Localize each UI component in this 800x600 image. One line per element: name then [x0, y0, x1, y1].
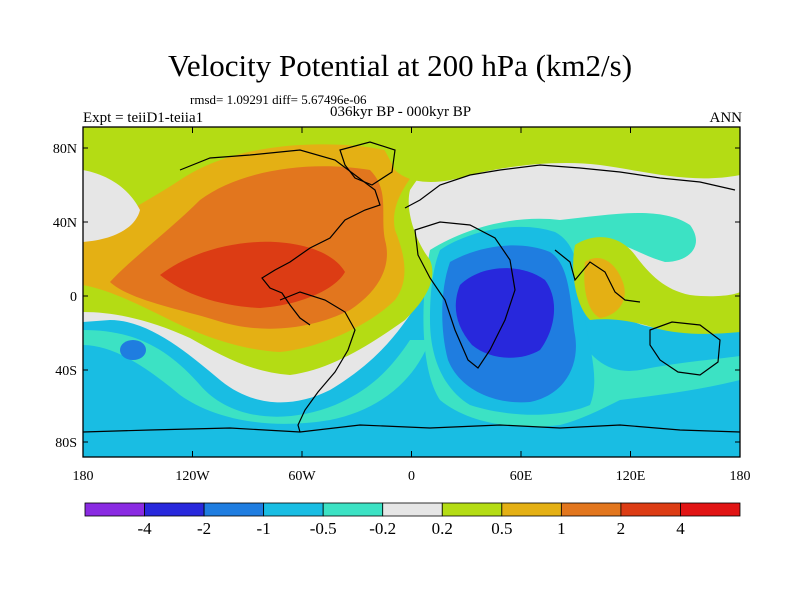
- coast-india-seasia: [554, 249, 641, 303]
- lon-tick-label: 120W: [175, 469, 210, 484]
- coast-africa: [414, 221, 516, 369]
- colorbar-swatch: [382, 502, 443, 517]
- colorbar: -4 -2 -1 -0.5 -0.2 0.2 0.5 1 2 4: [84, 502, 741, 538]
- field-neg-mid-spot: [120, 340, 146, 360]
- colorbar-swatch: [203, 502, 265, 517]
- field-weak-neg-band: [83, 330, 430, 424]
- lon-tick-label: 120E: [616, 469, 646, 484]
- coast-south-america: [279, 291, 356, 433]
- colorbar-label: -1: [257, 519, 271, 538]
- lat-tick-label: 0: [70, 290, 77, 305]
- field-pos-light-east: [584, 258, 625, 318]
- period-label: 036kyr BP - 000kyr BP: [330, 104, 472, 120]
- lat-tick-label: 80S: [55, 436, 77, 451]
- field-neutral-north: [467, 165, 740, 235]
- lon-tick-label: 180: [73, 469, 94, 484]
- latitude-axis: 80N 40N 0 40S 80S: [53, 142, 740, 451]
- coast-greenland: [339, 141, 396, 186]
- field-pos-weak-north: [83, 127, 740, 182]
- lon-tick-label: 0: [408, 469, 415, 484]
- coast-antarctica: [83, 424, 740, 433]
- stats-label: rmsd= 1.09291 diff= 5.67496e-06: [190, 92, 367, 107]
- colorbar-label: 0.2: [432, 519, 453, 538]
- coast-australia: [649, 321, 721, 376]
- field-pos-strong: [160, 241, 345, 308]
- longitude-axis: 180 120W 60W 0 60E 120E 180: [73, 127, 751, 484]
- lon-tick-label: 180: [730, 469, 751, 484]
- field-neutral-pacific: [83, 170, 140, 242]
- map-title: Velocity Potential at 200 hPa (km2/s): [167, 48, 633, 83]
- colorbar-swatch: [84, 502, 145, 517]
- experiment-label: Expt = teiiD1-teiia1: [83, 110, 204, 126]
- field-neg-strong: [455, 268, 555, 358]
- lat-tick-label: 40S: [55, 364, 77, 379]
- colorbar-swatch: [560, 502, 622, 517]
- colorbar-swatch: [263, 502, 324, 517]
- colorbar-label: -0.5: [310, 519, 337, 538]
- contour-field: [83, 127, 740, 457]
- colorbar-label: 4: [676, 519, 685, 538]
- colorbar-label: -4: [137, 519, 152, 538]
- colorbar-swatch: [680, 502, 741, 517]
- lat-tick-label: 80N: [53, 142, 77, 157]
- colorbar-swatch: [322, 502, 384, 517]
- lon-tick-label: 60E: [510, 469, 533, 484]
- colorbar-swatch: [144, 502, 205, 517]
- colorbar-label: 1: [557, 519, 566, 538]
- coastlines: [83, 141, 740, 433]
- colorbar-swatch: [441, 502, 503, 517]
- season-label: ANN: [709, 110, 743, 126]
- lat-tick-label: 40N: [53, 216, 77, 231]
- colorbar-swatch: [620, 502, 681, 517]
- lon-tick-label: 60W: [288, 469, 316, 484]
- coast-europe-asia: [404, 164, 736, 209]
- colorbar-swatch: [501, 502, 562, 517]
- colorbar-label: 0.5: [491, 519, 512, 538]
- colorbar-label: -0.2: [369, 519, 396, 538]
- colorbar-label: -2: [197, 519, 211, 538]
- coast-north-america: [179, 149, 381, 326]
- colorbar-label: 2: [617, 519, 626, 538]
